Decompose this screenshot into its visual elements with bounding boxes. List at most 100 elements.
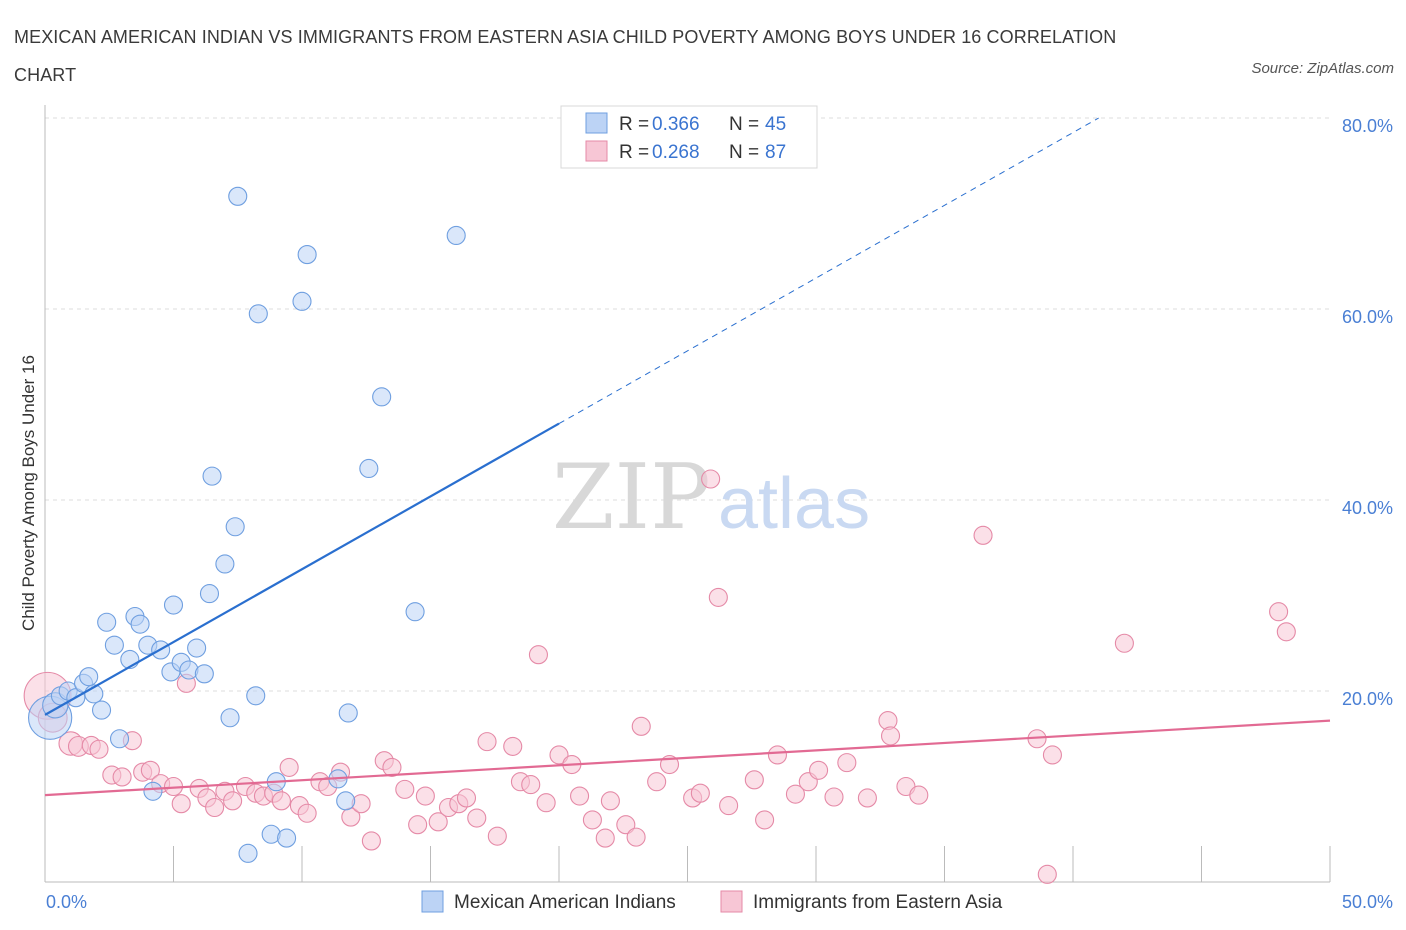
data-point-pink bbox=[824, 787, 844, 807]
y-tick-labels: 20.0% 40.0% 60.0% 80.0% bbox=[1342, 116, 1393, 709]
data-point-pink bbox=[708, 587, 728, 607]
data-point-pink bbox=[536, 793, 556, 813]
data-point-pink bbox=[719, 796, 739, 816]
data-point-blue bbox=[359, 458, 379, 479]
axes bbox=[44, 105, 1331, 883]
legend-swatch-pink bbox=[585, 140, 608, 162]
data-point-blue bbox=[104, 635, 124, 655]
data-point-blue bbox=[225, 517, 245, 537]
data-point-pink bbox=[809, 760, 829, 780]
data-point-pink bbox=[395, 779, 415, 799]
data-point-pink bbox=[351, 794, 371, 814]
bottom-legend: Mexican American Indians Immigrants from… bbox=[421, 890, 1003, 913]
data-point-pink bbox=[415, 786, 435, 806]
data-point-blue bbox=[143, 781, 163, 801]
data-point-pink bbox=[690, 783, 710, 803]
data-point-pink bbox=[223, 791, 243, 811]
data-point-pink bbox=[626, 827, 646, 847]
data-point-pink bbox=[140, 760, 160, 780]
data-point-pink bbox=[616, 815, 636, 835]
legend-n-label: N = bbox=[729, 142, 759, 163]
data-point-pink bbox=[361, 831, 381, 851]
trend-lines bbox=[44, 117, 1331, 797]
data-point-blue bbox=[199, 584, 220, 604]
data-point-pink bbox=[528, 645, 548, 665]
data-point-pink bbox=[171, 794, 191, 814]
data-point-pink bbox=[271, 791, 291, 811]
data-point-pink bbox=[595, 828, 615, 848]
data-point-blue bbox=[130, 614, 150, 634]
legend-n-value: 45 bbox=[765, 114, 786, 135]
data-point-blue bbox=[248, 304, 268, 324]
y-axis-label: Child Poverty Among Boys Under 16 bbox=[19, 355, 38, 631]
bottom-legend-swatch-blue bbox=[421, 890, 444, 913]
data-point-pink bbox=[521, 775, 541, 795]
chart-title: MEXICAN AMERICAN INDIAN VS IMMIGRANTS FR… bbox=[14, 27, 1117, 85]
watermark-zip: ZIP bbox=[552, 445, 711, 550]
data-point-pink bbox=[909, 785, 929, 805]
data-point-pink bbox=[456, 788, 477, 808]
data-point-blue bbox=[202, 466, 222, 486]
y-tick-label: 60.0% bbox=[1342, 307, 1393, 327]
data-point-blue bbox=[215, 554, 235, 574]
data-point-pink bbox=[382, 757, 402, 777]
data-point-pink bbox=[1276, 622, 1296, 642]
data-point-blue bbox=[297, 245, 317, 265]
watermark-atlas: atlas bbox=[718, 464, 870, 544]
y-tick-label: 40.0% bbox=[1342, 498, 1393, 518]
legend-n-label: N = bbox=[729, 114, 759, 135]
data-point-blue bbox=[79, 667, 99, 687]
data-point-pink bbox=[755, 810, 775, 830]
data-point-blue bbox=[91, 700, 112, 720]
data-point-pink bbox=[880, 726, 901, 746]
data-point-pink bbox=[112, 767, 132, 787]
data-point-blue bbox=[109, 729, 130, 749]
data-point-pink bbox=[570, 786, 590, 806]
data-point-pink bbox=[837, 753, 857, 773]
data-point-pink bbox=[767, 745, 788, 765]
data-point-blue bbox=[246, 686, 266, 706]
data-point-pink bbox=[467, 808, 487, 828]
data-point-pink bbox=[785, 784, 805, 804]
legend-box: R = 0.366 N = 45 R = 0.268 N = 87 bbox=[560, 105, 818, 169]
data-point-pink bbox=[549, 745, 569, 765]
data-point-pink bbox=[1114, 633, 1134, 653]
data-point-pink bbox=[701, 469, 721, 489]
x-tick-labels: 0.0% 50.0% bbox=[46, 892, 1393, 912]
data-point-pink bbox=[297, 803, 317, 823]
data-point-blue bbox=[187, 638, 207, 658]
data-point-pink bbox=[477, 732, 497, 752]
data-point-blue bbox=[277, 828, 297, 848]
data-point-pink bbox=[647, 772, 667, 792]
data-point-blue bbox=[194, 664, 214, 684]
data-point-pink bbox=[600, 791, 620, 811]
data-point-pink bbox=[1042, 745, 1062, 765]
data-point-pink bbox=[205, 797, 225, 818]
data-point-blue bbox=[336, 791, 356, 811]
data-point-pink bbox=[408, 815, 428, 835]
legend-n-value: 87 bbox=[765, 142, 786, 163]
data-point-pink bbox=[973, 525, 993, 545]
data-point-pink bbox=[487, 826, 507, 846]
data-point-pink bbox=[1037, 864, 1057, 884]
data-point-pink bbox=[503, 736, 523, 756]
y-tick-label: 80.0% bbox=[1342, 116, 1393, 136]
trend-line-blue bbox=[44, 422, 560, 716]
data-point-blue bbox=[220, 708, 240, 728]
data-point-pink bbox=[857, 788, 877, 808]
legend-r-value: 0.366 bbox=[652, 114, 700, 135]
data-point-blue bbox=[292, 291, 312, 311]
source-credit: Source: ZipAtlas.com bbox=[1251, 60, 1394, 77]
legend-r-value: 0.268 bbox=[652, 142, 700, 163]
data-point-blue bbox=[228, 186, 248, 206]
data-point-pink bbox=[1269, 602, 1289, 622]
data-point-pink bbox=[582, 810, 602, 830]
data-point-pink bbox=[428, 812, 448, 832]
legend-swatch-blue bbox=[585, 112, 608, 134]
data-point-pink bbox=[89, 739, 109, 759]
bottom-legend-swatch-pink bbox=[720, 890, 743, 913]
data-point-pink bbox=[631, 716, 651, 736]
data-point-blue bbox=[97, 612, 117, 632]
y-tick-label: 20.0% bbox=[1342, 689, 1393, 709]
